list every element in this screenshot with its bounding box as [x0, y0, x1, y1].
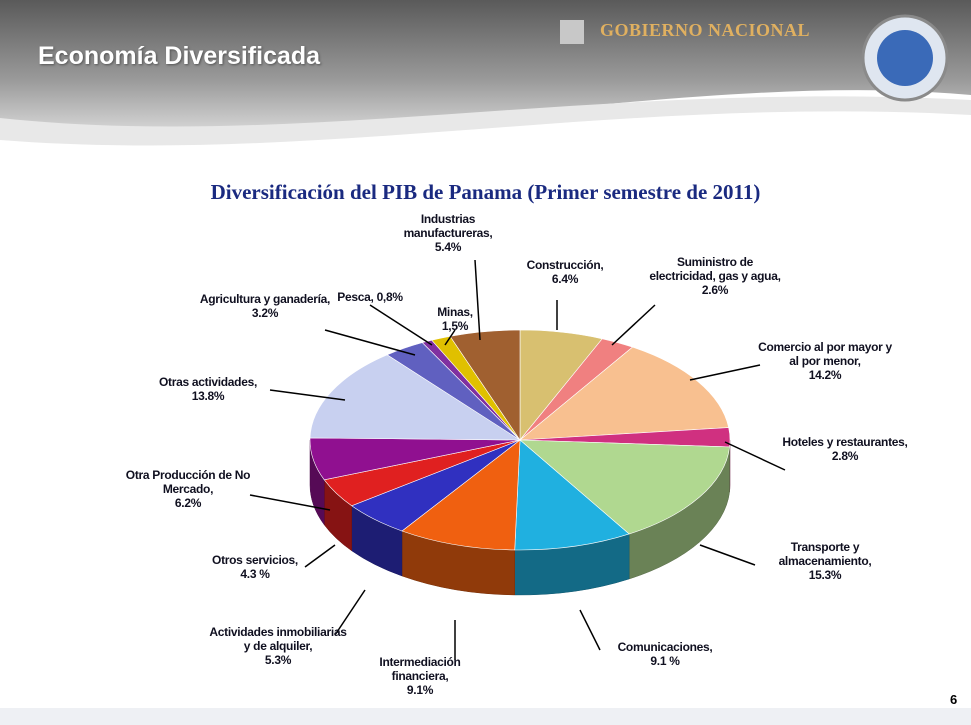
value-label: 1,5%	[441, 319, 469, 333]
value-label: 4.3 %	[240, 567, 270, 581]
slice-label: Otra Producción de No Mercado, 6.2%	[118, 468, 258, 510]
slice-label: Construcción, 6.4%	[495, 258, 635, 286]
header-band	[0, 0, 971, 134]
pie	[249, 259, 786, 660]
logo-emblem	[560, 20, 584, 44]
slice-label: Suministro de electricidad, gas y agua, 2…	[645, 255, 785, 297]
slice	[519, 346, 730, 441]
slice-label: Minas, 1,5%	[385, 305, 525, 333]
category-label: Otras actividades,	[159, 375, 257, 389]
value-label: 2.6%	[701, 283, 729, 297]
chart-title: Diversificación del PIB de Panama (Prime…	[210, 180, 761, 204]
value-label: 9.1 %	[650, 654, 680, 668]
value-label: 13.8%	[191, 389, 225, 403]
leader-line	[579, 609, 601, 651]
value-label: 6.4%	[551, 272, 579, 286]
value-label: 6.2%	[174, 496, 202, 510]
slice	[514, 439, 630, 551]
slice-label: Actividades inmobiliarias y de alquiler,…	[208, 625, 348, 667]
leader-line	[304, 544, 336, 568]
slide-title: Economía Diversificada	[38, 42, 321, 70]
category-label: Otros servicios,	[212, 553, 298, 567]
value-label: 0,8%	[376, 290, 403, 304]
slice-label: Comercio al por mayor y al por menor, 14.…	[755, 340, 895, 382]
leader-line	[611, 304, 656, 346]
category-label: Intermediación financiera,	[379, 655, 461, 683]
slice-label: Intermediación financiera, 9.1%	[350, 655, 490, 697]
category-label: Minas,	[437, 305, 473, 319]
category-label: Hoteles y restaurantes,	[782, 435, 908, 449]
slice-label: Comunicaciones, 9.1 %	[595, 640, 735, 668]
category-label: Comercio al por mayor y al por menor,	[758, 340, 892, 368]
leader-line	[269, 389, 346, 401]
value-label: 9.1%	[406, 683, 434, 697]
value-label: 2.8%	[831, 449, 859, 463]
leader-line	[474, 259, 481, 341]
slice-label: Pesca, 0,8%	[300, 290, 440, 304]
slice	[309, 354, 522, 441]
category-label: Agricultura y ganadería,	[199, 292, 331, 306]
slice	[401, 439, 521, 551]
leader-line	[369, 304, 433, 346]
leader-line	[724, 441, 786, 471]
leader-line	[249, 494, 331, 511]
logo-seal-inner	[877, 30, 933, 86]
category-label: Actividades inmobiliarias y de alquiler,	[209, 625, 347, 653]
footer-band	[0, 708, 971, 725]
leader-line	[324, 329, 416, 356]
category-label: Industrias manufactureras,	[403, 212, 493, 240]
slice-label: Otras actividades, 13.8%	[138, 375, 278, 403]
category-label: Comunicaciones,	[617, 640, 713, 654]
logo-text: GOBIERNO NACIONAL	[600, 20, 811, 40]
value-label: 5.4%	[434, 240, 462, 254]
value-label: 3.2%	[251, 306, 279, 320]
category-label: Suministro de electricidad, gas y agua,	[649, 255, 781, 283]
category-label: Otra Producción de No Mercado,	[125, 468, 251, 496]
pie-sides	[309, 439, 731, 596]
leader-line	[699, 544, 756, 566]
slice-label: Otros servicios, 4.3 %	[185, 553, 325, 581]
leader-line	[689, 364, 761, 381]
value-label: 5.3%	[264, 653, 292, 667]
slice	[519, 439, 730, 535]
category-label: Transporte y almacenamiento,	[778, 540, 872, 568]
slice-label: Industrias manufactureras, 5.4%	[378, 212, 518, 254]
leader-line	[444, 329, 456, 346]
slice-label: Agricultura y ganadería, 3.2%	[195, 292, 335, 320]
category-label: Pesca,	[337, 290, 374, 304]
slice-label: Hoteles y restaurantes, 2.8%	[775, 435, 915, 463]
leader-line	[334, 589, 366, 636]
value-label: 14.2%	[808, 368, 842, 382]
header-swoosh	[0, 96, 971, 146]
category-label: Construcción,	[526, 258, 604, 272]
slice-label: Transporte y almacenamiento, 15.3%	[755, 540, 895, 582]
value-label: 15.3%	[808, 568, 842, 582]
page-number: 6	[950, 692, 958, 707]
